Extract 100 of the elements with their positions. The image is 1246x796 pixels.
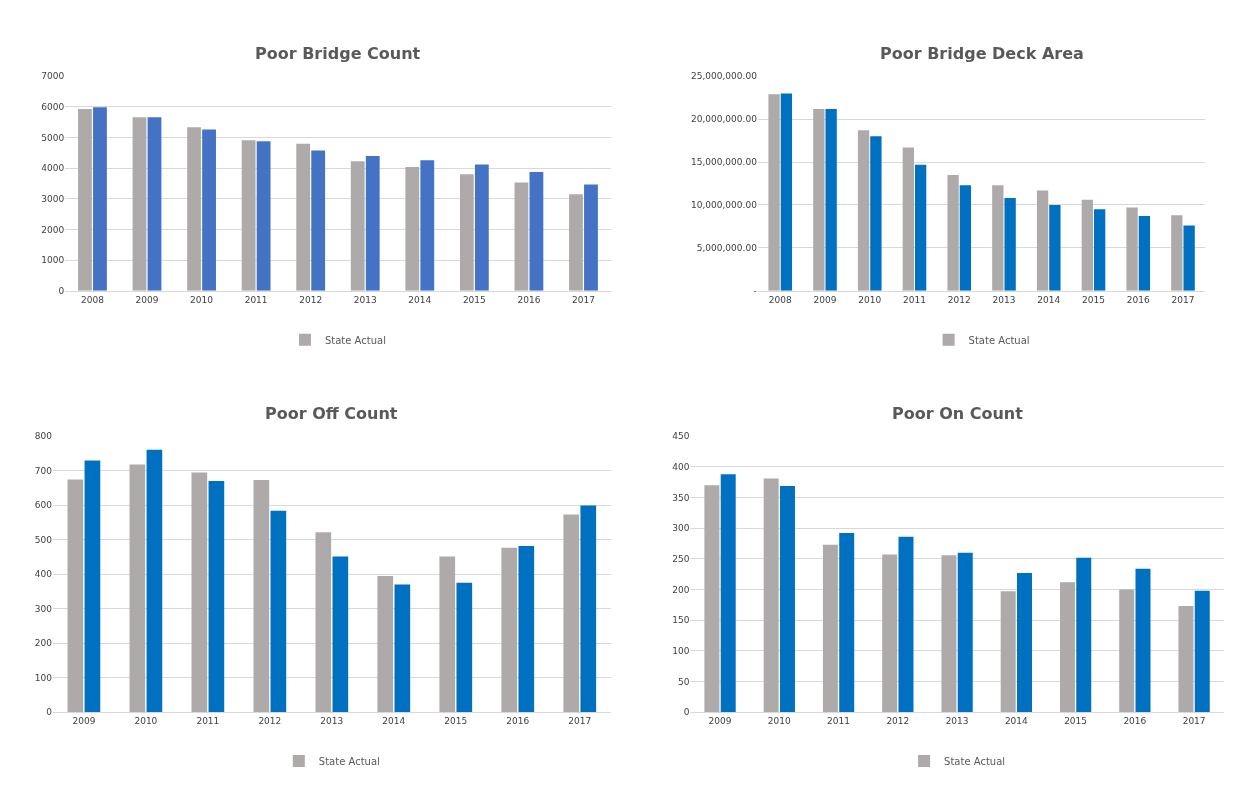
bar xyxy=(514,182,529,291)
bar xyxy=(296,143,311,291)
y-tick-label: 200 xyxy=(672,584,690,595)
y-tick-label: 50 xyxy=(677,676,690,687)
y-tick-label: 5000 xyxy=(41,132,65,143)
x-tick-label: 2010 xyxy=(767,715,792,726)
y-tick-label: 300 xyxy=(672,523,690,534)
x-tick-label: 2011 xyxy=(903,294,926,305)
bar xyxy=(1036,190,1049,291)
y-tick-label: 6000 xyxy=(41,102,65,113)
bar xyxy=(256,141,271,291)
y-tick-label: 3000 xyxy=(41,193,65,204)
bar xyxy=(584,184,598,291)
bar xyxy=(780,93,793,291)
x-tick-label: 2010 xyxy=(134,715,158,726)
x-tick-label: 2013 xyxy=(945,715,969,726)
x-tick-label: 2009 xyxy=(135,294,159,305)
bar xyxy=(474,164,489,291)
y-tick-label: 300 xyxy=(34,603,53,614)
bar xyxy=(580,505,597,713)
y-tick-label: 5,000,000.00 xyxy=(696,243,758,254)
legend-label: State Actual xyxy=(318,755,380,767)
x-tick-label: 2014 xyxy=(1037,294,1061,305)
y-tick-label: 10,000,000.00 xyxy=(691,200,758,211)
bar xyxy=(1171,215,1183,291)
bar xyxy=(1016,572,1032,713)
bar xyxy=(947,174,959,291)
x-tick-label: 2015 xyxy=(1082,294,1105,305)
y-tick-label: 250 xyxy=(672,554,690,565)
bar xyxy=(365,155,380,291)
bar xyxy=(825,108,837,291)
y-tick-label: 7000 xyxy=(41,71,65,82)
bar xyxy=(146,449,163,713)
bar xyxy=(191,472,208,713)
bar xyxy=(959,185,972,291)
x-tick-label: 2016 xyxy=(1126,294,1150,305)
bar xyxy=(1049,204,1061,291)
bar xyxy=(704,485,720,713)
y-tick-label: 0 xyxy=(46,707,53,718)
bar xyxy=(78,109,92,291)
y-tick-label: 800 xyxy=(34,431,53,442)
bar xyxy=(763,478,779,713)
y-tick-label: 450 xyxy=(672,431,690,442)
bar xyxy=(1076,557,1092,713)
bar xyxy=(456,582,473,713)
y-tick-label: 0 xyxy=(683,707,690,718)
y-tick-label: 25,000,000.00 xyxy=(691,71,758,82)
bar xyxy=(1183,225,1195,291)
bar xyxy=(132,117,147,291)
x-tick-label: 2010 xyxy=(858,294,882,305)
bar xyxy=(813,108,825,291)
x-tick-label: 2015 xyxy=(1064,715,1088,726)
bar xyxy=(501,547,518,713)
bar xyxy=(1093,209,1106,291)
x-tick-label: 2017 xyxy=(572,294,595,305)
x-tick-label: 2013 xyxy=(320,715,344,726)
bar xyxy=(93,107,107,291)
x-tick-label: 2011 xyxy=(827,715,851,726)
chart-title: Poor Off Count xyxy=(265,404,398,423)
bar xyxy=(1194,590,1210,713)
y-tick-label: 100 xyxy=(34,672,53,683)
bar xyxy=(1138,216,1151,291)
bar xyxy=(394,584,411,713)
y-tick-label: 400 xyxy=(34,569,53,580)
x-tick-label: 2008 xyxy=(81,294,105,305)
bar xyxy=(992,185,1004,291)
bar xyxy=(208,481,225,713)
x-tick-label: 2017 xyxy=(568,715,592,726)
bar xyxy=(332,556,349,713)
x-tick-label: 2009 xyxy=(72,715,96,726)
bar xyxy=(459,174,474,291)
bar xyxy=(405,166,420,291)
bar xyxy=(898,536,914,713)
chart-title: Poor Bridge Deck Area xyxy=(880,44,1084,63)
x-tick-label: 2011 xyxy=(196,715,220,726)
y-tick-label: 350 xyxy=(672,492,690,503)
x-tick-label: 2009 xyxy=(708,715,732,726)
legend-label: State Actual xyxy=(968,334,1030,346)
x-tick-label: 2014 xyxy=(408,294,432,305)
chart-title: Poor On Count xyxy=(892,404,1024,423)
x-tick-label: 2017 xyxy=(1182,715,1206,726)
x-tick-label: 2015 xyxy=(462,294,486,305)
bar xyxy=(350,161,365,291)
bar xyxy=(1000,591,1016,713)
bar xyxy=(779,485,795,713)
bar xyxy=(518,545,535,713)
x-tick-label: 2015 xyxy=(444,715,468,726)
bar xyxy=(529,171,544,291)
bar xyxy=(377,575,394,713)
bar xyxy=(187,127,201,291)
legend-label: State Actual xyxy=(944,755,1006,767)
bar xyxy=(1059,582,1075,713)
x-tick-label: 2016 xyxy=(1123,715,1147,726)
bar xyxy=(315,532,332,713)
bar xyxy=(1178,606,1194,713)
bar xyxy=(147,117,162,291)
x-tick-label: 2012 xyxy=(947,294,971,305)
y-tick-label: 1000 xyxy=(41,255,65,266)
bar xyxy=(84,460,101,713)
y-tick-label: 600 xyxy=(34,500,53,511)
